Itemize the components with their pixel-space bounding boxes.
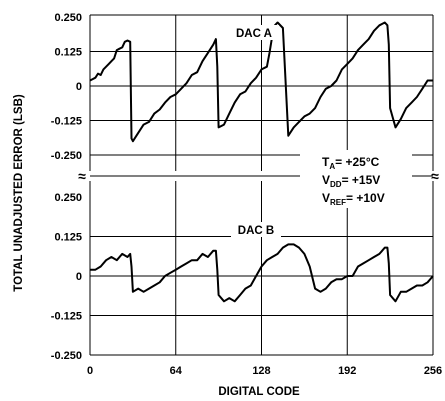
- break-mark-left: ≈: [78, 168, 86, 184]
- x-tick-label: 192: [338, 365, 356, 377]
- dac-b-label: DAC B: [238, 225, 274, 237]
- plot-frame: [89, 14, 434, 356]
- condition-ta: TA= +25°C: [322, 155, 380, 171]
- series-line-dac-b: [90, 243, 434, 303]
- condition-vref: VREF= +10V: [322, 191, 385, 207]
- condition-vdd: VDD= +15V: [322, 173, 380, 189]
- dac-a-label-bg: [229, 25, 279, 40]
- dac-a-label: DAC A: [236, 28, 272, 40]
- y-tick-label: 0.125: [54, 47, 82, 59]
- break-mark-right: ≈: [431, 168, 439, 184]
- x-tick-label: 128: [252, 365, 270, 377]
- x-tick-label: 0: [87, 365, 93, 377]
- x-axis-label: DIGITAL CODE: [218, 386, 300, 398]
- x-tick-label: 64: [170, 365, 183, 377]
- y-tick-label: 0: [76, 81, 82, 93]
- y-tick-label: -0.250: [51, 350, 82, 362]
- y-tick-label: 0.250: [54, 192, 82, 204]
- series-line-dac-a: [89, 21, 433, 143]
- test-conditions: TA= +25°C VDD= +15V VREF= +10V: [300, 150, 412, 208]
- y-tick-label: 0.250: [54, 12, 82, 24]
- dac-b-label-bg: [231, 222, 281, 237]
- y-axis-label: TOTAL UNADJUSTED ERROR (LSB): [13, 94, 25, 292]
- tick-labels: 0.250 0.125 0 -0.125 -0.250 0.250 0.125 0 -0.125…: [51, 12, 442, 377]
- y-tick-label: 0.125: [54, 232, 82, 244]
- y-tick-label: -0.125: [51, 116, 82, 128]
- series-lines: [89, 21, 434, 303]
- test-conditions-bg: [300, 150, 412, 208]
- y-tick-label: -0.125: [51, 311, 82, 323]
- y-tick-label: 0: [76, 271, 82, 283]
- y-tick-label: -0.250: [51, 150, 82, 162]
- x-tick-label: 256: [424, 365, 442, 377]
